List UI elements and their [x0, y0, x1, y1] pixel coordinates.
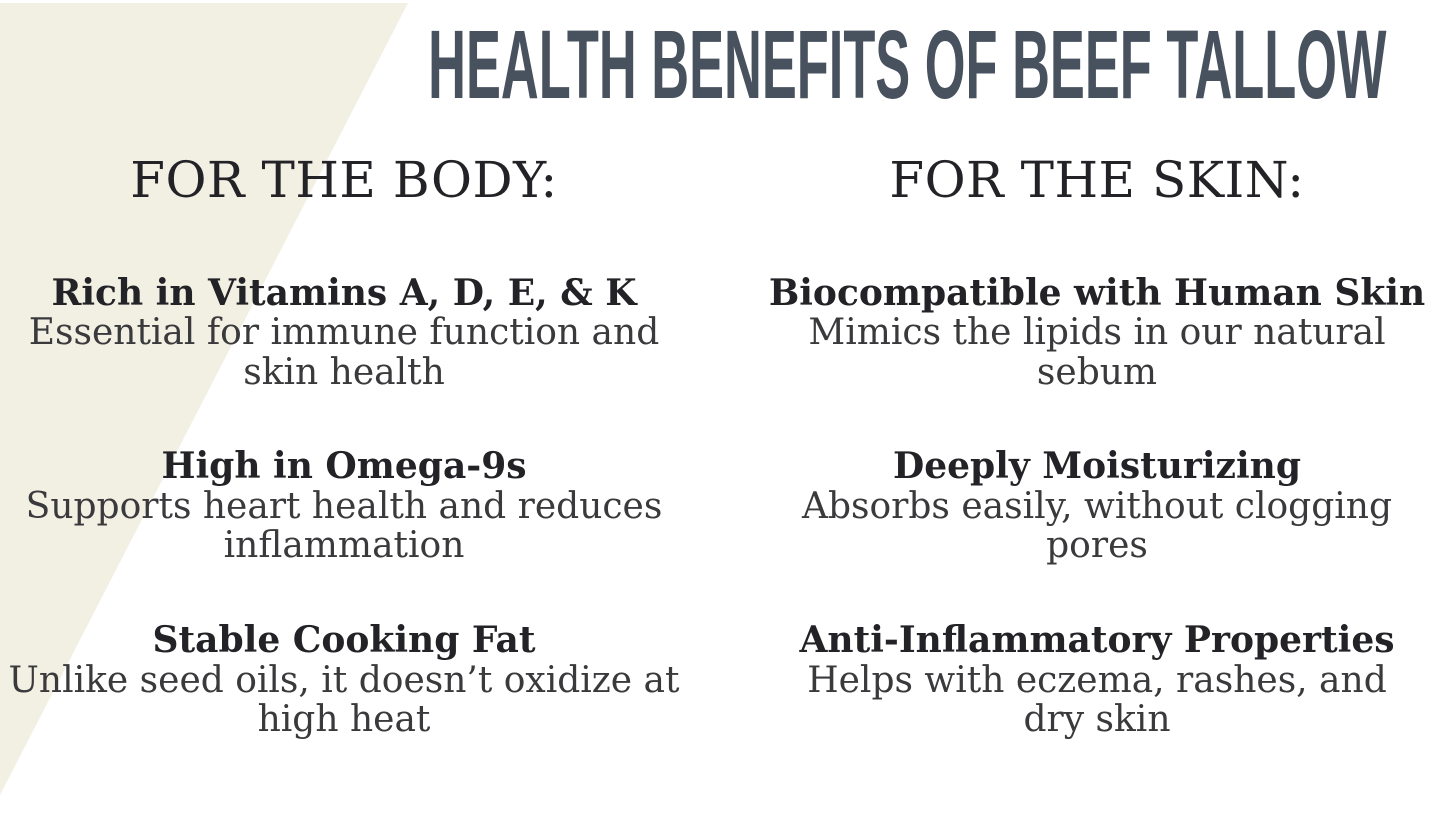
column-body-header: FOR THE BODY:: [130, 151, 558, 209]
benefit-item: Deeply Moisturizing Absorbs easily, with…: [747, 447, 1445, 566]
benefit-description: Absorbs easily, without clogging pores: [801, 485, 1392, 567]
page-header: HEALTH BENEFITS OF BEEF TALLOW: [0, 16, 1445, 113]
benefit-item: Stable Cooking Fat Unlike seed oils, it …: [0, 619, 694, 741]
benefit-description: Unlike seed oils, it doesn’t oxidize at …: [8, 659, 680, 741]
benefit-title: Stable Cooking Fat: [152, 619, 536, 662]
benefit-title: Anti-Inflammatory Properties: [799, 619, 1395, 662]
benefit-title: Deeply Moisturizing: [892, 445, 1302, 488]
benefit-title: Biocompatible with Human Skin: [768, 271, 1426, 314]
column-for-the-body: FOR THE BODY: Rich in Vitamins A, D, E, …: [0, 151, 694, 741]
benefit-description: Mimics the lipids in our natural sebum: [808, 312, 1386, 393]
benefit-description: Supports heart health and reduces inflam…: [25, 485, 663, 567]
benefit-description: Helps with eczema, rashes, and dry skin: [807, 659, 1387, 741]
benefit-title: Rich in Vitamins A, D, E, & K: [51, 271, 637, 314]
page-title: HEALTH BENEFITS OF BEEF TALLOW: [428, 10, 1387, 119]
column-for-the-skin: FOR THE SKIN: Biocompatible with Human S…: [747, 151, 1445, 741]
benefit-description: Essential for immune function and skin h…: [28, 312, 660, 393]
benefit-item: Rich in Vitamins A, D, E, & K Essential …: [0, 271, 694, 393]
benefit-item: High in Omega-9s Supports heart health a…: [0, 447, 694, 566]
column-skin-header: FOR THE SKIN:: [889, 151, 1305, 209]
benefit-item: Biocompatible with Human Skin Mimics the…: [747, 271, 1445, 393]
benefits-columns: FOR THE BODY: Rich in Vitamins A, D, E, …: [0, 151, 1445, 741]
benefit-item: Anti-Inflammatory Properties Helps with …: [747, 619, 1445, 741]
benefit-title: High in Omega-9s: [161, 445, 527, 488]
